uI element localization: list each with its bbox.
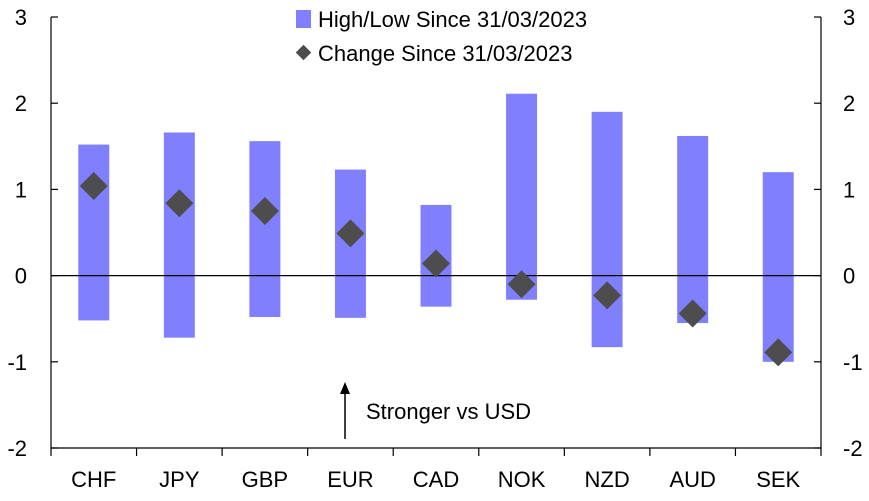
annotation-label: Stronger vs USD [366,399,531,424]
right-tick-label: -2 [843,436,863,461]
left-tick-label: 3 [15,5,27,30]
left-y-axis: -2 -1 0 1 2 3 [7,5,58,461]
left-tick-label: 0 [15,264,27,289]
left-tick-label: 1 [15,177,27,202]
legend-label-high-low: High/Low Since 31/03/2023 [318,7,587,32]
high-low-bar [163,132,195,338]
change-marker [507,270,536,299]
high-low-bar [249,141,281,317]
right-tick-label: 1 [843,177,855,202]
right-y-axis: -2 -1 0 1 2 3 [814,5,863,461]
high-low-bar [506,93,538,300]
change-markers [79,171,793,367]
change-marker [165,189,194,218]
change-marker [250,196,279,225]
right-tick-label: 2 [843,91,855,116]
high-low-bar [762,172,794,362]
high-low-bars [78,93,794,362]
left-tick-label: -2 [7,436,27,461]
x-tick-label: NZD [585,467,630,492]
right-tick-label: 3 [843,5,855,30]
x-tick-label: EUR [327,467,373,492]
change-marker [764,338,793,367]
annotation: Stronger vs USD [340,382,531,439]
x-axis: CHF JPY GBP EUR CAD NOK NZD AUD SEK [50,447,822,492]
change-marker [678,299,707,328]
x-tick-label: AUD [669,467,715,492]
left-tick-label: 2 [15,91,27,116]
x-tick-label: GBP [242,467,288,492]
x-tick-label: CHF [71,467,116,492]
legend-bar-swatch [296,10,311,28]
high-low-bar [591,111,623,348]
x-tick-label: NOK [498,467,546,492]
x-tick-label: JPY [159,467,200,492]
right-tick-label: -1 [843,350,863,375]
change-marker [593,281,622,310]
right-tick-label: 0 [843,264,855,289]
legend-diamond-swatch [295,44,312,61]
legend-label-change: Change Since 31/03/2023 [318,41,572,66]
legend: High/Low Since 31/03/2023 Change Since 3… [295,7,587,66]
change-marker [336,219,365,248]
high-low-bar [677,135,709,324]
annotation-arrowhead [340,382,350,394]
high-low-bar [78,144,110,321]
left-tick-label: -1 [7,350,27,375]
change-marker [422,249,450,278]
x-tick-label: CAD [413,467,459,492]
change-marker [79,171,108,200]
x-tick-label: SEK [756,467,800,492]
